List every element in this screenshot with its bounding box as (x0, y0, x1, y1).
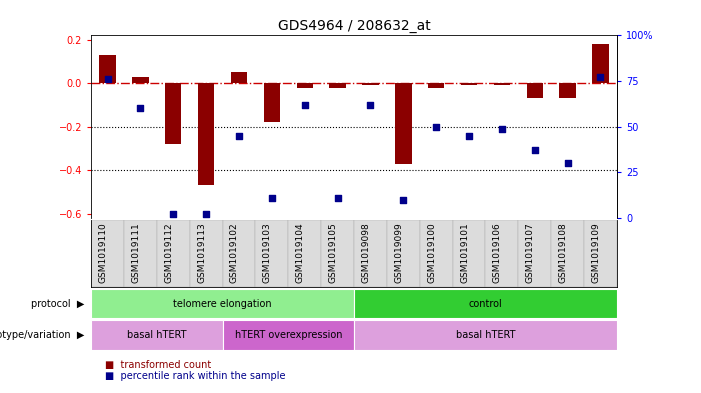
Point (299, 102, 311, 108)
Bar (395, 83, 411, 164)
Bar (157, 220, 190, 287)
Bar (485, 220, 518, 287)
Text: GSM1019107: GSM1019107 (526, 222, 535, 283)
Bar (100, 55, 116, 83)
Point (233, 133, 245, 139)
Point (200, 211, 212, 218)
Bar (551, 220, 584, 287)
Bar (91, 320, 223, 350)
Bar (297, 83, 313, 88)
Text: protocol  ▶: protocol ▶ (31, 299, 84, 309)
Text: GSM1019105: GSM1019105 (329, 222, 338, 283)
Text: GSM1019102: GSM1019102 (230, 222, 239, 283)
Text: ■  percentile rank within the sample: ■ percentile rank within the sample (105, 371, 285, 382)
Text: hTERT overexpression: hTERT overexpression (235, 330, 342, 340)
Point (562, 160, 573, 166)
Text: GSM1019100: GSM1019100 (427, 222, 436, 283)
Bar (518, 220, 551, 287)
Bar (223, 320, 354, 350)
Text: genotype/variation  ▶: genotype/variation ▶ (0, 330, 84, 340)
Point (266, 195, 278, 201)
Text: GSM1019099: GSM1019099 (394, 222, 403, 283)
Text: GSM1019113: GSM1019113 (197, 222, 206, 283)
Bar (91, 289, 354, 318)
Point (463, 133, 475, 139)
Point (397, 196, 409, 203)
Bar (559, 83, 576, 99)
Bar (223, 220, 255, 287)
Text: control: control (468, 299, 503, 309)
Point (529, 147, 540, 154)
Text: GSM1019101: GSM1019101 (460, 222, 469, 283)
Text: GSM1019108: GSM1019108 (559, 222, 568, 283)
Bar (584, 220, 617, 287)
Text: GSM1019111: GSM1019111 (131, 222, 140, 283)
Bar (329, 83, 346, 88)
Bar (354, 289, 617, 318)
Title: GDS4964 / 208632_at: GDS4964 / 208632_at (278, 19, 430, 33)
Point (595, 74, 606, 81)
Bar (165, 83, 182, 144)
Text: basal hTERT: basal hTERT (127, 330, 186, 340)
Bar (198, 83, 215, 185)
Bar (526, 83, 543, 99)
Point (430, 123, 442, 130)
Point (332, 195, 343, 201)
Bar (420, 220, 453, 287)
Bar (91, 220, 124, 287)
Bar (124, 220, 157, 287)
Text: GSM1019110: GSM1019110 (99, 222, 107, 283)
Text: GSM1019112: GSM1019112 (164, 222, 173, 283)
Text: GSM1019098: GSM1019098 (362, 222, 370, 283)
Text: GSM1019106: GSM1019106 (493, 222, 502, 283)
Bar (288, 220, 321, 287)
Point (135, 105, 146, 112)
Bar (453, 220, 485, 287)
Bar (362, 83, 379, 85)
Text: ■  transformed count: ■ transformed count (105, 360, 212, 371)
Point (168, 211, 179, 218)
Bar (354, 220, 387, 287)
Point (102, 76, 113, 83)
Bar (387, 220, 420, 287)
Bar (321, 220, 354, 287)
Bar (428, 83, 444, 88)
Text: basal hTERT: basal hTERT (456, 330, 515, 340)
Point (496, 125, 508, 132)
Bar (461, 83, 477, 85)
Text: telomere elongation: telomere elongation (173, 299, 272, 309)
Bar (255, 220, 288, 287)
Bar (190, 220, 223, 287)
Bar (494, 83, 510, 85)
Bar (231, 72, 247, 83)
Bar (132, 77, 149, 83)
Point (365, 102, 376, 108)
Text: GSM1019109: GSM1019109 (592, 222, 601, 283)
Bar (354, 320, 617, 350)
Text: GSM1019104: GSM1019104 (296, 222, 305, 283)
Bar (592, 44, 608, 83)
Bar (264, 83, 280, 122)
Text: GSM1019103: GSM1019103 (263, 222, 272, 283)
